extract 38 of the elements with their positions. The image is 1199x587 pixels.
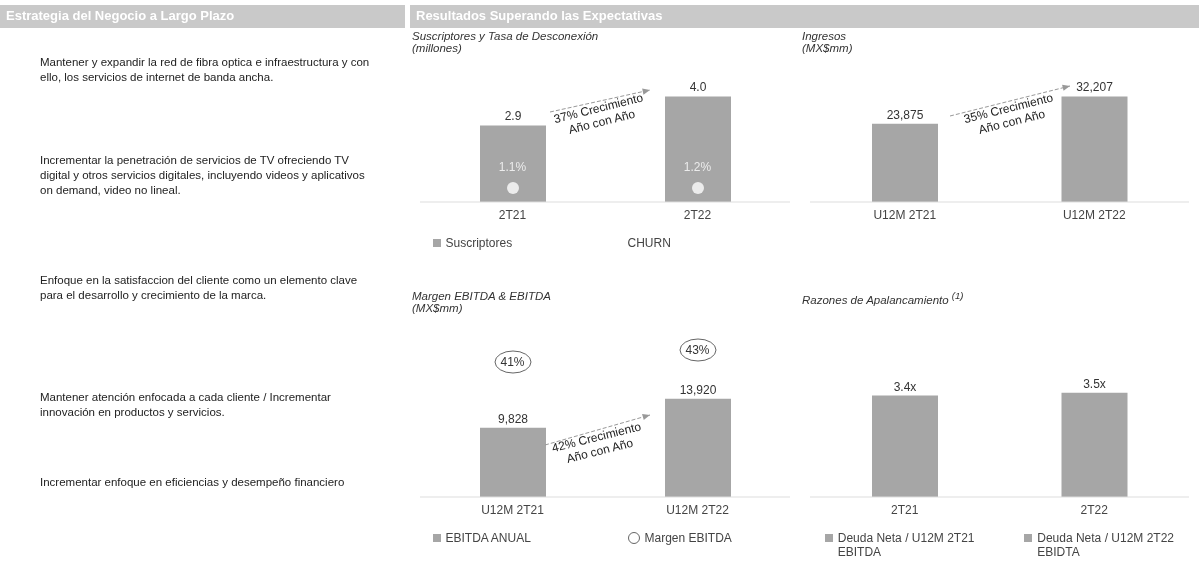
text: Incrementar enfoque en eficiencias y desempeño financiero [40, 475, 346, 490]
annotation: 1.2% [682, 160, 713, 174]
data-label: 4.0 [689, 80, 707, 95]
data-label: 3.5x [1083, 376, 1106, 391]
x-tick-label: 2T21 [498, 207, 527, 222]
legend-label: EBITDA ANUAL [445, 531, 531, 545]
chart-title: Margen EBITDA & EBITDA [412, 290, 551, 302]
data-label: 9,828 [497, 411, 529, 426]
legend-label: Deuda Neta / U12M 2T21 EBITDA [837, 531, 975, 559]
chart-title: Suscriptores y Tasa de Desconexión [412, 30, 599, 42]
legend-label: Deuda Neta / U12M 2T22 EBIDTA [1037, 531, 1175, 559]
text: Mantener y expandir la red de fibra optica e infraestructura y con ello, los servicios de internet de banda ancha. [40, 55, 370, 85]
text: CHURN [627, 236, 671, 250]
chart-title: Ingresos [802, 30, 847, 42]
x-tick-label: U12M 2T22 [666, 502, 730, 517]
data-label: 32,207 [1076, 80, 1114, 95]
text: Enfoque en la satisfaccion del cliente como un elemento clave para el desarrollo y crecimiento de la marca. [40, 273, 359, 303]
data-label: 23,875 [886, 107, 924, 122]
data-label: 13,920 [679, 382, 717, 397]
x-tick-label: 2T22 [1080, 502, 1109, 517]
chart-subtitle: (millones) [412, 42, 463, 54]
annotation: 1.1% [497, 160, 528, 174]
text: 41% [499, 355, 526, 369]
x-tick-label: U12M 2T22 [1062, 207, 1126, 222]
x-tick-label: 2T22 [683, 207, 712, 222]
data-label: 3.4x [893, 379, 917, 394]
data-label: 2.9 [504, 109, 522, 124]
chart-subtitle: (MX$mm) [412, 302, 464, 314]
text: Incrementar la penetración de servicios de TV ofreciendo TV digital y otros servicios digitales, incluyendo videos y aplicativos on demand, video no lineal. [40, 153, 366, 198]
chart-title: Razones de Apalancamiento $^{(1)}$ [802, 290, 964, 306]
legend-label: Suscriptores [445, 236, 513, 250]
text: 43% [684, 343, 711, 357]
text: Mantener atención enfocada a cada cliente / Incrementar innovación en productos y servicios. [40, 390, 332, 420]
chart-subtitle: (MX$mm) [802, 42, 853, 54]
x-tick-label: U12M 2T21 [873, 207, 937, 222]
x-tick-label: U12M 2T21 [481, 502, 545, 517]
text: Margen EBITDA [644, 531, 732, 545]
x-tick-label: 2T21 [891, 502, 919, 517]
